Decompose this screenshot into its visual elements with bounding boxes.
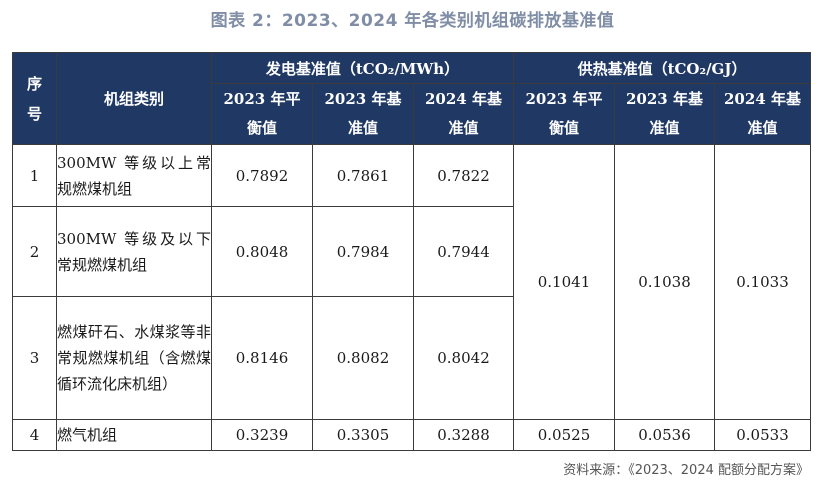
- heat-cell: 0.0533: [713, 419, 812, 451]
- header-col: 2023 年平衡值: [211, 83, 313, 145]
- header-col-label: 2023 年平衡值: [525, 90, 603, 137]
- row-category: 燃煤矸石、水煤浆等非常规燃煤机组（含燃煤循环流化床机组）: [56, 296, 212, 420]
- header-col: 2023 年平衡值: [513, 83, 615, 145]
- header-col: 2023 年基准值: [614, 83, 715, 145]
- power-cell: 0.7984: [312, 206, 414, 297]
- table-row: 4 燃气机组 0.3239 0.3305 0.3288 0.0525 0.053…: [12, 419, 812, 451]
- benchmark-table: 序号 机组类别 发电基准值（tCO₂/MWh） 供热基准值（tCO₂/GJ） 2…: [12, 52, 812, 451]
- table-title: 图表 2：2023、2024 年各类别机组碳排放基准值: [210, 11, 615, 31]
- row-category: 燃气机组: [56, 419, 212, 451]
- header-col: 2023 年基准值: [312, 83, 414, 145]
- header-category: 机组类别: [56, 52, 212, 145]
- header-col-label: 2024 年基准值: [724, 90, 801, 137]
- power-cell: 0.8048: [211, 206, 313, 297]
- header-col: 2024 年基准值: [713, 83, 812, 145]
- power-cell: 0.3288: [413, 419, 514, 451]
- row-category: 300MW 等级以上常规燃煤机组: [56, 144, 212, 207]
- coal-heat-cell: 0.1038: [614, 144, 715, 420]
- power-cell: 0.7861: [312, 144, 414, 207]
- header-col-label: 2024 年基准值: [425, 90, 502, 137]
- power-cell: 0.3239: [211, 419, 313, 451]
- power-cell: 0.8082: [312, 296, 414, 420]
- coal-heat-cell: 0.1033: [713, 144, 812, 420]
- power-cell: 0.7944: [413, 206, 514, 297]
- coal-heat-cell: 0.1041: [513, 144, 615, 420]
- source-note: 资料来源：《2023、2024 配额分配方案》: [563, 463, 809, 478]
- header-col: 2024 年基准值: [413, 83, 514, 145]
- header-col-label: 2023 年基准值: [324, 90, 402, 137]
- header-seq-label: 序号: [26, 74, 42, 123]
- power-cell: 0.3305: [312, 419, 414, 451]
- table-row: 3 燃煤矸石、水煤浆等非常规燃煤机组（含燃煤循环流化床机组） 0.8146 0.…: [12, 296, 811, 420]
- header-heat-group: 供热基准值（tCO₂/GJ）: [512, 52, 812, 84]
- power-cell: 0.8146: [211, 296, 313, 420]
- power-cell: 0.7822: [413, 144, 514, 207]
- power-cell: 0.8042: [413, 296, 514, 420]
- table-row: 2 300MW 等级及以下常规燃煤机组 0.8048 0.7984 0.7944: [12, 206, 811, 297]
- heat-cell: 0.0536: [614, 419, 715, 451]
- header-seq: 序号: [12, 52, 57, 145]
- power-cell: 0.7892: [211, 144, 313, 207]
- header-col-label: 2023 年平衡值: [223, 90, 301, 137]
- header-power-group: 发电基准值（tCO₂/MWh）: [211, 52, 514, 84]
- header-col-label: 2023 年基准值: [626, 90, 703, 137]
- heat-cell: 0.0525: [513, 419, 615, 451]
- row-no: 1: [12, 144, 57, 207]
- row-no: 3: [12, 296, 57, 420]
- row-category: 300MW 等级及以下常规燃煤机组: [56, 206, 212, 297]
- row-no: 4: [12, 419, 57, 451]
- row-no: 2: [12, 206, 57, 297]
- table-row: 1 300MW 等级以上常规燃煤机组 0.7892 0.7861 0.7822 …: [12, 144, 812, 420]
